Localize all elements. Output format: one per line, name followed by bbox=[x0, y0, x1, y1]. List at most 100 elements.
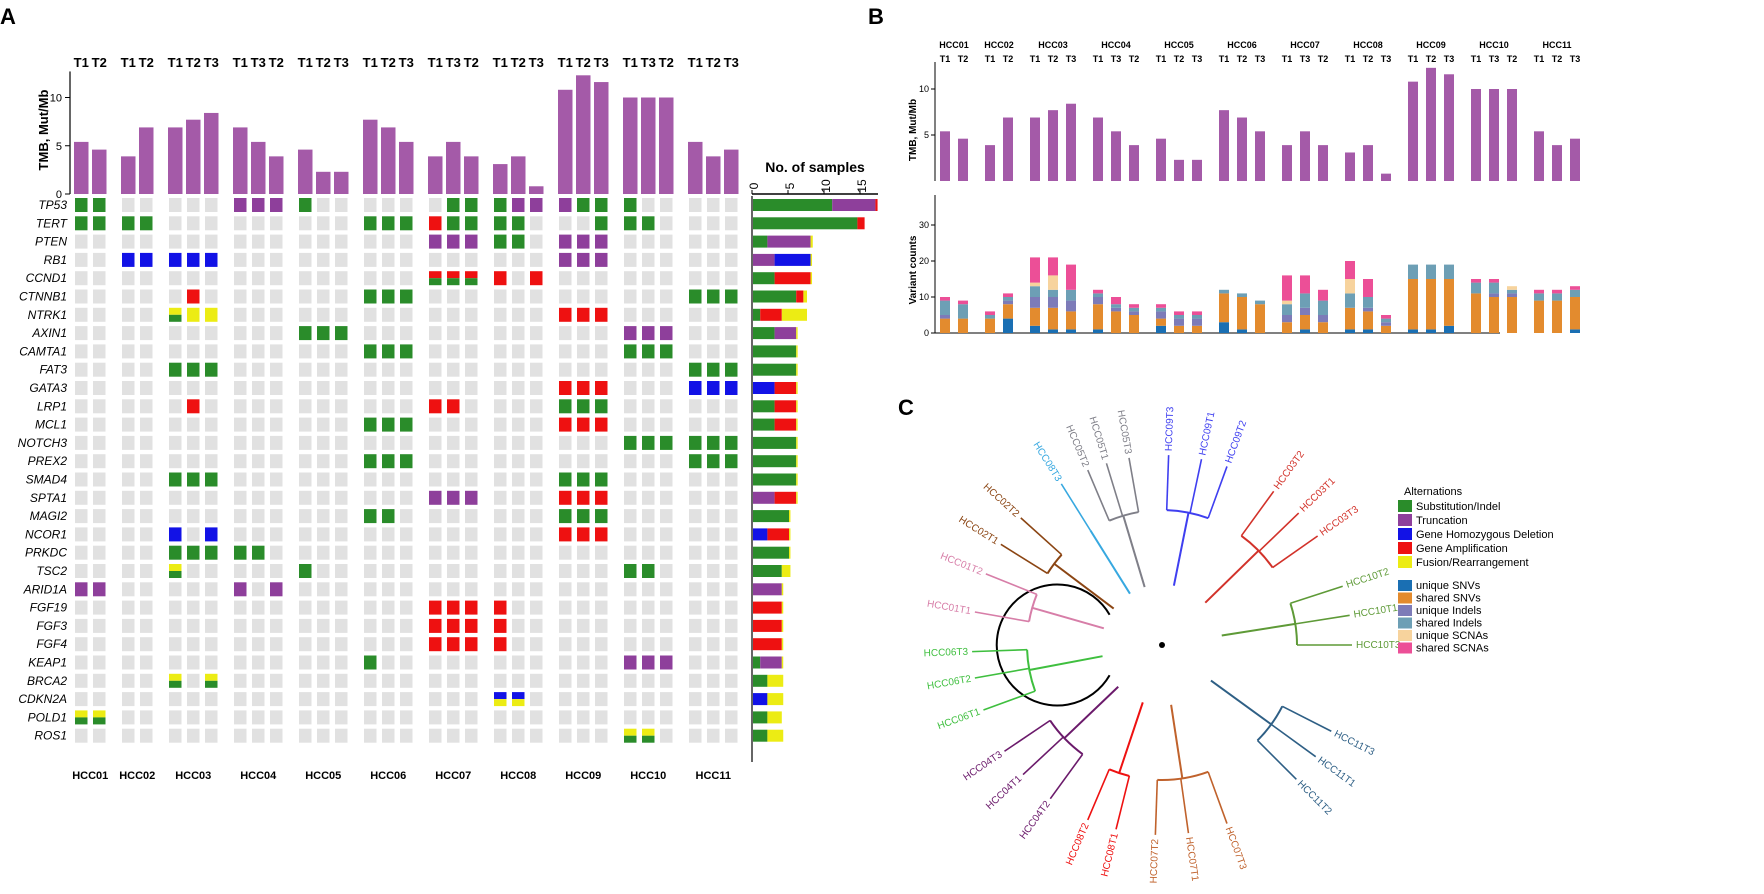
mutation-cell bbox=[234, 344, 247, 359]
mutation-cell bbox=[660, 710, 673, 725]
mutation-cell bbox=[689, 564, 702, 578]
mutation-cell bbox=[689, 344, 702, 359]
mutation-cell bbox=[725, 692, 738, 707]
mutation-cell bbox=[725, 362, 738, 377]
mutation-cell bbox=[465, 307, 478, 322]
mutation-cell bbox=[252, 472, 265, 487]
tmb-bar bbox=[334, 171, 349, 194]
mutation-cell bbox=[400, 618, 413, 633]
mutation-cell bbox=[660, 234, 673, 249]
mutation-cell bbox=[707, 435, 720, 450]
gene-label: FGF4 bbox=[36, 637, 67, 651]
mutation-cell bbox=[660, 527, 673, 542]
b-variant-segment bbox=[1237, 329, 1247, 333]
mutation-cell bbox=[400, 234, 413, 249]
mutation-cell bbox=[559, 600, 572, 615]
tree-branch bbox=[1166, 509, 1209, 520]
mutation-cell bbox=[122, 216, 135, 231]
mutation-cell bbox=[465, 673, 478, 688]
tree-branch bbox=[1172, 512, 1190, 586]
sample-count-segment bbox=[753, 546, 789, 559]
mutation-cell bbox=[447, 600, 460, 615]
patient-label: HCC09 bbox=[565, 770, 601, 782]
mutation-cell bbox=[299, 326, 312, 341]
mutation-cell bbox=[707, 198, 720, 212]
mutation-cell bbox=[169, 216, 182, 231]
b-patient-label: HCC03 bbox=[1038, 40, 1068, 50]
mutation-cell bbox=[169, 454, 182, 469]
b-variant-segment bbox=[1489, 293, 1499, 297]
sample-label: T3 bbox=[399, 55, 414, 70]
mutation-cell bbox=[382, 271, 395, 286]
b-variant-segment bbox=[1444, 264, 1454, 279]
tree-tip-label: HCC06T3 bbox=[924, 647, 969, 660]
mutation-cell bbox=[169, 399, 182, 414]
mutation-cell bbox=[75, 582, 88, 597]
b-variant-segment bbox=[1129, 311, 1139, 315]
mutation-cell bbox=[400, 381, 413, 395]
mutation-cell bbox=[364, 234, 377, 249]
mutation-cell bbox=[270, 417, 283, 432]
mutation-cell bbox=[447, 216, 460, 231]
mutation-cell bbox=[205, 399, 218, 414]
sample-count-segment bbox=[753, 235, 768, 248]
tmb-bar bbox=[623, 97, 638, 194]
mutation-cell bbox=[122, 252, 135, 267]
gene-label: RB1 bbox=[44, 253, 67, 267]
mutation-cell bbox=[382, 326, 395, 341]
mutation-cell bbox=[169, 637, 182, 652]
mutation-cell bbox=[299, 362, 312, 377]
gene-label: CDKN2A bbox=[18, 692, 67, 706]
mutation-cell bbox=[335, 655, 348, 670]
tree-tip-label: HCC09T1 bbox=[1197, 410, 1217, 456]
tree-leaf-branch bbox=[1272, 535, 1319, 569]
b-variant-segment bbox=[985, 315, 995, 319]
b-variant-segment bbox=[1318, 289, 1328, 301]
sample-count-segment bbox=[774, 327, 797, 340]
mutation-cell bbox=[559, 490, 572, 505]
mutation-cell bbox=[595, 728, 608, 743]
mutation-cell bbox=[660, 399, 673, 414]
tree-branch bbox=[1053, 562, 1115, 610]
mutation-cell bbox=[400, 399, 413, 414]
tree-tip-label: HCC04T3 bbox=[962, 749, 1005, 783]
mutation-cell bbox=[205, 454, 218, 469]
mutation-cell bbox=[299, 728, 312, 743]
mutation-cell bbox=[465, 600, 478, 615]
mutation-cell bbox=[205, 198, 218, 212]
b-variant-segment bbox=[940, 315, 950, 319]
mutation-cell bbox=[382, 673, 395, 688]
mutation-cell bbox=[234, 216, 247, 231]
mutation-cell bbox=[75, 692, 88, 707]
mutation-cell bbox=[270, 509, 283, 524]
mutation-cell bbox=[382, 198, 395, 212]
tree-leaf-branch bbox=[1207, 466, 1228, 519]
mutation-cell bbox=[689, 435, 702, 450]
b-variant-segment bbox=[1255, 300, 1265, 305]
mutation-cell bbox=[624, 417, 637, 432]
mutation-cell bbox=[660, 435, 673, 450]
mutation-cell bbox=[725, 728, 738, 743]
mutation-cell bbox=[234, 234, 247, 249]
b-variant-segment bbox=[1192, 318, 1202, 326]
mutation-cell bbox=[382, 381, 395, 395]
sample-count-segment bbox=[753, 565, 782, 577]
mutation-cell bbox=[660, 344, 673, 359]
mutation-cell bbox=[75, 252, 88, 267]
mutation-cell bbox=[447, 637, 460, 652]
mutation-cell bbox=[252, 728, 265, 743]
tree-tip-label: HCC03T3 bbox=[1318, 504, 1361, 539]
gene-label: SPTA1 bbox=[30, 491, 67, 505]
mutation-cell bbox=[465, 435, 478, 450]
mutation-cell bbox=[642, 490, 655, 505]
mutation-cell bbox=[234, 728, 247, 743]
b-variant-segment bbox=[940, 318, 950, 333]
mutation-cell bbox=[169, 362, 182, 377]
mutation-cell bbox=[299, 307, 312, 322]
mutation-cell bbox=[169, 234, 182, 249]
b-variant-segment bbox=[1300, 293, 1310, 308]
mutation-cell bbox=[205, 307, 218, 322]
mutation-cell bbox=[335, 399, 348, 414]
tree-tip-label: HCC04T2 bbox=[1018, 799, 1053, 842]
mutation-cell bbox=[707, 271, 720, 286]
